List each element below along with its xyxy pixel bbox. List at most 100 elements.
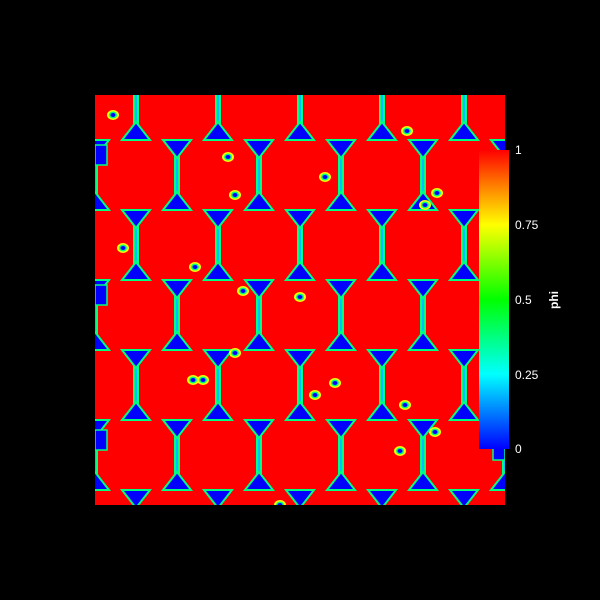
triple-junction	[160, 139, 194, 160]
triple-junction	[242, 190, 276, 211]
phase-field-plot	[95, 95, 505, 505]
grain-boundary-core	[299, 350, 301, 420]
triple-junction	[119, 120, 153, 141]
grain-boundary-core	[340, 420, 342, 490]
grain-boundary-core	[176, 140, 178, 210]
droplet-core	[332, 381, 338, 385]
edge-phase-region	[95, 144, 108, 166]
grain-boundary-core	[135, 210, 137, 280]
triple-junction	[119, 489, 153, 505]
grain-boundary-core	[422, 420, 424, 490]
triple-junction	[406, 330, 440, 351]
grain-boundary-core	[95, 140, 96, 210]
triple-junction	[324, 330, 358, 351]
triple-junction	[95, 190, 112, 211]
triple-junction	[201, 120, 235, 141]
triple-junction	[201, 489, 235, 505]
triple-junction	[242, 139, 276, 160]
triple-junction	[324, 470, 358, 491]
grain-boundary-core	[422, 140, 424, 210]
triple-junction	[160, 330, 194, 351]
grain-boundary-core	[381, 95, 383, 140]
droplet-core	[232, 193, 238, 197]
triple-junction	[160, 190, 194, 211]
triple-junction	[283, 489, 317, 505]
triple-junction	[242, 330, 276, 351]
colorbar-title: phi	[547, 291, 561, 309]
triple-junction	[447, 349, 481, 370]
triple-junction	[447, 260, 481, 281]
triple-junction	[365, 489, 399, 505]
grain-boundary-core	[135, 95, 137, 140]
triple-junction	[447, 209, 481, 230]
grain-boundary-core	[217, 210, 219, 280]
droplet-core	[110, 113, 116, 117]
triple-junction	[160, 470, 194, 491]
triple-junction	[201, 349, 235, 370]
triple-junction	[324, 279, 358, 300]
droplet-core	[277, 503, 283, 505]
triple-junction	[365, 209, 399, 230]
grain-boundary-core	[95, 420, 96, 490]
triple-junction	[447, 120, 481, 141]
droplet-core	[225, 155, 231, 159]
edge-phase-region	[95, 284, 108, 306]
grain-boundary-core	[258, 140, 260, 210]
triple-junction	[283, 209, 317, 230]
droplet-core	[232, 351, 238, 355]
triple-junction	[447, 400, 481, 421]
triple-junction	[406, 139, 440, 160]
colorbar-tick-label: 1	[515, 143, 522, 157]
triple-junction	[283, 260, 317, 281]
edge-phase-region	[95, 429, 108, 451]
triple-junction	[201, 400, 235, 421]
grain-boundary-core	[176, 280, 178, 350]
grain-boundary-core	[95, 280, 96, 350]
colorbar-tick-label: 0.75	[515, 218, 539, 232]
grain-boundary-core	[217, 95, 219, 140]
grain-boundary-core	[217, 350, 219, 420]
grain-boundary-core	[135, 350, 137, 420]
triple-junction	[365, 400, 399, 421]
colorbar-tick-label: 0.25	[515, 368, 539, 382]
droplet-core	[322, 175, 328, 179]
triple-junction	[488, 470, 505, 491]
grain-boundary-core	[463, 210, 465, 280]
grain-boundary-core	[340, 280, 342, 350]
triple-junction	[324, 190, 358, 211]
droplet-core	[192, 265, 198, 269]
grain-boundary-core	[381, 350, 383, 420]
triple-junction	[365, 349, 399, 370]
triple-junction	[365, 120, 399, 141]
grain-boundary-core	[422, 280, 424, 350]
grain-boundary-core	[299, 95, 301, 140]
triple-junction	[119, 349, 153, 370]
colorbar-tick-label: 0	[515, 442, 522, 456]
droplet-core	[200, 378, 206, 382]
colorbar	[479, 150, 509, 449]
triple-junction	[160, 419, 194, 440]
triple-junction	[119, 260, 153, 281]
colorbar-tick-label: 0.5	[515, 293, 532, 307]
droplet-core	[240, 289, 246, 293]
droplet-core	[120, 246, 126, 250]
grain-boundary	[95, 420, 98, 490]
droplet-core	[397, 449, 403, 453]
triple-junction	[242, 470, 276, 491]
triple-junction	[447, 489, 481, 505]
triple-junction	[119, 400, 153, 421]
triple-junction	[119, 209, 153, 230]
triple-junction	[95, 470, 112, 491]
triple-junction	[406, 279, 440, 300]
droplet-core	[422, 203, 428, 207]
droplet-core	[402, 403, 408, 407]
grain-boundary-core	[463, 350, 465, 420]
triple-junction	[324, 139, 358, 160]
triple-junction	[201, 209, 235, 230]
droplet-core	[190, 378, 196, 382]
triple-junction	[201, 260, 235, 281]
droplet-core	[404, 129, 410, 133]
triple-junction	[283, 400, 317, 421]
triple-junction	[406, 470, 440, 491]
